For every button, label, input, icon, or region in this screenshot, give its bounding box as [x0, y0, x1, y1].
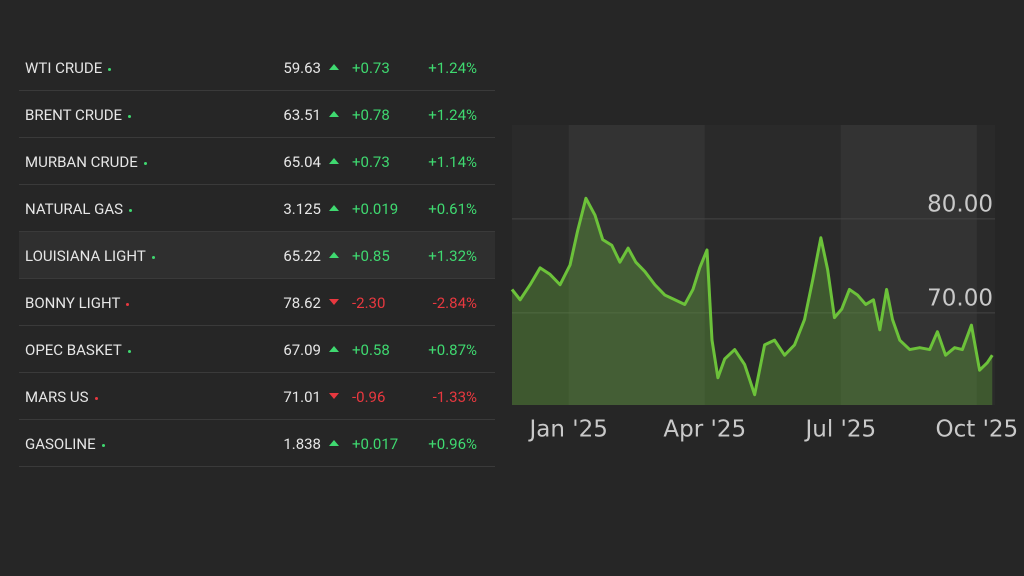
- percent-change: +1.32%: [428, 247, 477, 265]
- percent-change: +0.96%: [428, 435, 477, 453]
- quote-row[interactable]: MURBAN CRUDE 65.04 +0.73 +1.14%: [19, 138, 495, 185]
- change: +0.73: [352, 153, 390, 171]
- area-fill: [512, 198, 993, 405]
- status-dot: [128, 114, 132, 118]
- status-dot: [101, 443, 105, 447]
- percent-change: +0.87%: [428, 341, 477, 359]
- percent-change: +1.14%: [428, 153, 477, 171]
- status-dot: [94, 396, 98, 400]
- chart: 70.00 80.00 Jan '25 Apr '25 Jul '25 Oct '25: [510, 125, 1019, 443]
- down-arrow: [329, 393, 339, 399]
- percent-change: +1.24%: [428, 106, 477, 124]
- up-arrow: [329, 111, 339, 117]
- up-arrow: [329, 346, 339, 352]
- name-cell: OPEC BASKET: [25, 341, 131, 359]
- last-price: 65.04: [283, 153, 321, 171]
- x-tick-label: Jul '25: [803, 417, 876, 443]
- instrument-name: MARS US: [25, 388, 89, 406]
- instrument-name: WTI CRUDE: [25, 59, 103, 77]
- quote-row[interactable]: MARS US 71.01 -0.96 -1.33%: [19, 373, 495, 420]
- instrument-name: LOUISIANA LIGHT: [25, 247, 146, 265]
- percent-change: -2.84%: [432, 294, 477, 312]
- last-price: 3.125: [283, 200, 321, 218]
- change: +0.58: [352, 341, 390, 359]
- quote-row[interactable]: BRENT CRUDE 63.51 +0.78 +1.24%: [19, 91, 495, 138]
- y-tick-label: 80.00: [927, 191, 993, 217]
- quote-table: WTI CRUDE 59.63 +0.73 +1.24% BRENT CRUDE 63.5…: [19, 44, 495, 467]
- status-dot: [129, 208, 133, 212]
- last-price: 1.838: [283, 435, 321, 453]
- change: +0.73: [352, 59, 390, 77]
- status-dot: [126, 302, 130, 306]
- up-arrow: [329, 440, 339, 446]
- percent-change: +1.24%: [428, 59, 477, 77]
- last-price: 63.51: [283, 106, 321, 124]
- x-tick-label: Jan '25: [528, 417, 608, 443]
- x-tick-label: Apr '25: [663, 417, 746, 443]
- last-price: 59.63: [283, 59, 321, 77]
- change: +0.019: [352, 200, 399, 218]
- status-dot: [143, 161, 147, 165]
- quarter-band: [840, 125, 977, 405]
- name-cell: NATURAL GAS: [25, 200, 133, 218]
- x-tick-label: Oct '25: [936, 417, 1019, 443]
- quote-row[interactable]: BONNY LIGHT 78.62 -2.30 -2.84%: [19, 279, 495, 326]
- quote-row[interactable]: LOUISIANA LIGHT 65.22 +0.85 +1.32%: [19, 232, 495, 279]
- percent-change: +0.61%: [428, 200, 477, 218]
- change: +0.85: [352, 247, 390, 265]
- instrument-name: GASOLINE: [25, 435, 96, 453]
- up-arrow: [329, 252, 339, 258]
- quote-row[interactable]: NATURAL GAS 3.125 +0.019 +0.61%: [19, 185, 495, 232]
- name-cell: MARS US: [25, 388, 98, 406]
- name-cell: LOUISIANA LIGHT: [25, 247, 155, 265]
- change: -0.96: [352, 388, 386, 406]
- last-price: 67.09: [283, 341, 321, 359]
- name-cell: BONNY LIGHT: [25, 294, 130, 312]
- down-arrow: [329, 299, 339, 305]
- status-dot: [127, 349, 131, 353]
- up-arrow: [329, 158, 339, 164]
- change: +0.017: [352, 435, 399, 453]
- last-price: 71.01: [283, 388, 321, 406]
- quote-row[interactable]: WTI CRUDE 59.63 +0.73 +1.24%: [19, 44, 495, 91]
- name-cell: MURBAN CRUDE: [25, 153, 147, 171]
- status-dot: [151, 255, 155, 259]
- instrument-name: MURBAN CRUDE: [25, 153, 138, 171]
- last-price: 78.62: [283, 294, 321, 312]
- name-cell: GASOLINE: [25, 435, 105, 453]
- instrument-name: OPEC BASKET: [25, 341, 122, 359]
- status-dot: [108, 67, 112, 71]
- y-tick-label: 70.00: [927, 285, 993, 311]
- quote-row[interactable]: OPEC BASKET 67.09 +0.58 +0.87%: [19, 326, 495, 373]
- instrument-name: NATURAL GAS: [25, 200, 124, 218]
- quote-row[interactable]: GASOLINE 1.838 +0.017 +0.96%: [19, 420, 495, 467]
- name-cell: BRENT CRUDE: [25, 106, 132, 124]
- last-price: 65.22: [283, 247, 321, 265]
- change: -2.30: [352, 294, 386, 312]
- price-line: [510, 196, 994, 397]
- up-arrow: [329, 205, 339, 211]
- name-cell: WTI CRUDE: [25, 59, 112, 77]
- instrument-name: BRENT CRUDE: [25, 106, 123, 124]
- instrument-name: BONNY LIGHT: [25, 294, 121, 312]
- change: +0.78: [352, 106, 390, 124]
- up-arrow: [329, 64, 339, 70]
- percent-change: -1.33%: [432, 388, 477, 406]
